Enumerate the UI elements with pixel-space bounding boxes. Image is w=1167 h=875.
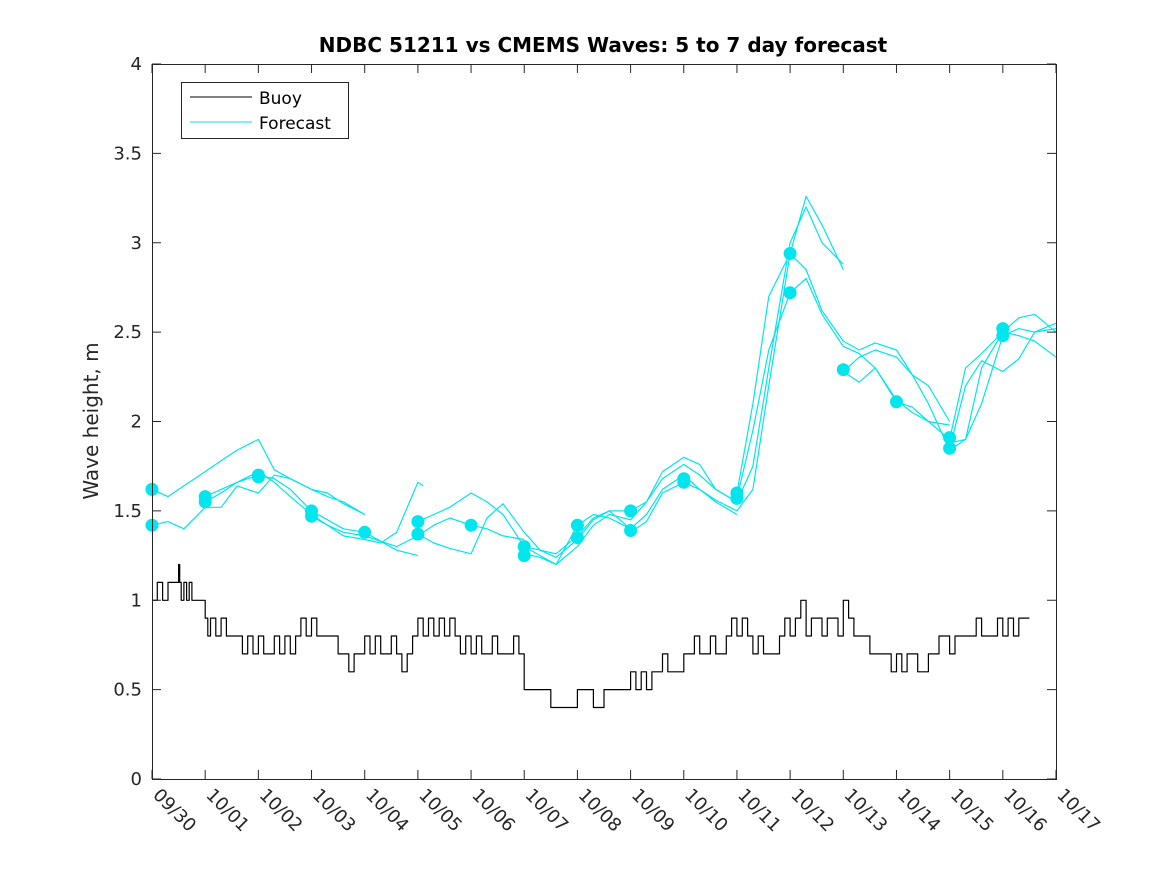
y-tick-label: 4 xyxy=(131,54,142,75)
chart-title: NDBC 51211 vs CMEMS Waves: 5 to 7 day fo… xyxy=(319,33,888,57)
legend: Buoy Forecast xyxy=(181,82,349,139)
forecast-start-marker xyxy=(783,286,797,300)
y-tick-label: 1 xyxy=(131,590,142,611)
y-tick-label: 3.5 xyxy=(113,143,142,164)
forecast-start-marker xyxy=(570,531,584,545)
y-tick-label: 1.5 xyxy=(113,501,142,522)
forecast-start-marker xyxy=(677,475,691,489)
series-line-forecast-1 xyxy=(151,438,366,516)
forecast-start-marker xyxy=(517,549,531,563)
y-tick-label: 3 xyxy=(131,233,142,254)
forecast-start-marker xyxy=(624,504,638,518)
forecast-start-marker xyxy=(464,518,478,532)
series-line-forecast-12 xyxy=(736,277,950,499)
series-line-forecast-4 xyxy=(204,471,424,544)
series-line-forecast-2 xyxy=(151,474,365,530)
forecast-start-marker xyxy=(358,525,372,539)
y-axis-label: Wave height, m xyxy=(79,342,103,499)
forecast-start-marker xyxy=(943,441,957,455)
forecast-start-marker xyxy=(411,515,425,529)
forecast-start-marker xyxy=(890,395,903,409)
forecast-start-marker xyxy=(996,329,1010,343)
forecast-start-marker xyxy=(943,431,957,445)
y-tick-label: 2 xyxy=(131,412,142,433)
series-line-forecast-10 xyxy=(630,195,844,533)
forecast-start-marker xyxy=(836,363,850,377)
series-line-forecast-8 xyxy=(524,456,738,566)
forecast-start-marker xyxy=(251,470,265,484)
y-tick-label: 0.5 xyxy=(113,680,142,701)
y-tick-label: 2.5 xyxy=(113,322,142,343)
legend-buoy-label: Buoy xyxy=(259,89,302,109)
y-tick-label: 0 xyxy=(131,769,142,790)
legend-box xyxy=(181,82,349,139)
forecast-start-marker xyxy=(624,524,638,537)
legend-forecast-label: Forecast xyxy=(259,114,331,134)
forecast-start-marker xyxy=(570,518,584,532)
series-line-forecast-7 xyxy=(417,503,631,558)
forecast-start-marker xyxy=(783,247,797,260)
forecast-start-marker xyxy=(730,491,744,505)
series-line-forecast-17 xyxy=(949,328,1057,449)
marker-layer xyxy=(145,247,1010,563)
series-line-buoy xyxy=(152,563,1030,709)
forecast-start-marker xyxy=(305,509,318,523)
forecast-start-marker xyxy=(411,527,425,541)
plot-area xyxy=(152,64,1056,779)
forecast-start-marker xyxy=(517,540,531,554)
forecast-start-marker xyxy=(198,495,212,509)
